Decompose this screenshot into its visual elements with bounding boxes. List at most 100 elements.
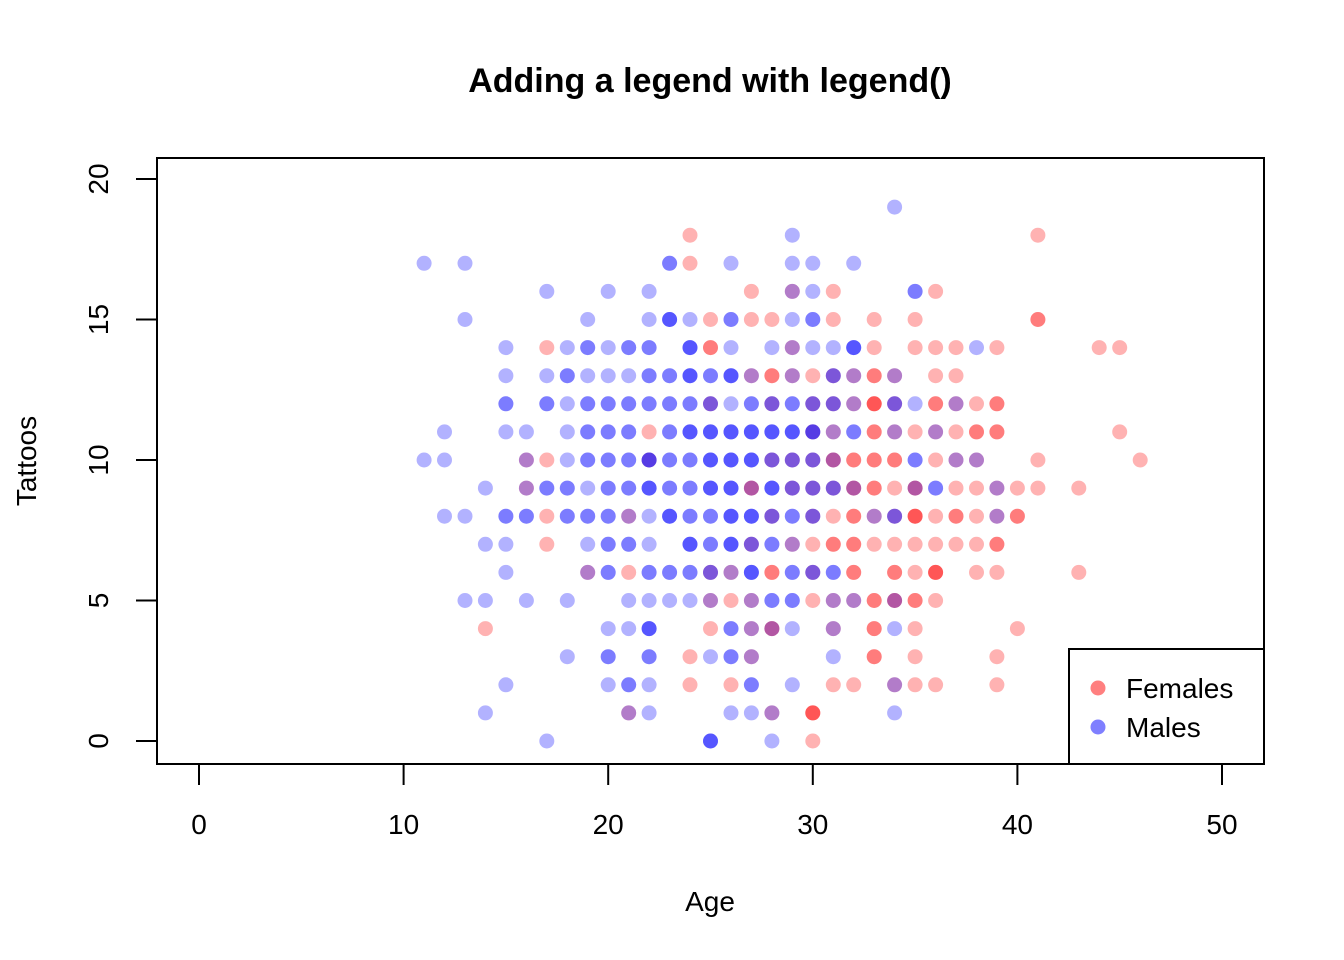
point-females: [825, 368, 841, 384]
point-females: [1030, 227, 1046, 243]
point-males: [805, 396, 821, 412]
point-males: [743, 536, 759, 552]
point-males: [743, 396, 759, 412]
point-females: [703, 340, 718, 356]
point-males: [682, 312, 698, 327]
point-males: [723, 368, 739, 384]
point-males: [989, 480, 1005, 496]
point-females: [825, 677, 841, 693]
point-males: [437, 508, 452, 524]
point-males: [457, 312, 473, 327]
point-males: [764, 508, 780, 524]
point-females: [764, 705, 780, 721]
point-males: [641, 283, 657, 299]
point-males: [580, 480, 596, 496]
point-males: [621, 396, 637, 412]
point-males: [764, 452, 780, 468]
point-males: [784, 283, 800, 299]
point-females: [703, 564, 718, 580]
point-males: [621, 705, 637, 721]
point-males: [723, 480, 739, 496]
point-males: [662, 508, 678, 524]
point-males: [743, 705, 759, 721]
point-males: [641, 340, 657, 356]
point-females: [703, 621, 718, 637]
point-males: [805, 480, 821, 496]
point-males: [846, 593, 862, 608]
point-males: [784, 396, 800, 412]
point-males: [703, 424, 718, 440]
point-males: [784, 424, 800, 440]
y-tick-label: 0: [83, 733, 114, 749]
point-females: [887, 593, 903, 608]
point-females: [887, 424, 903, 440]
point-males: [764, 480, 780, 496]
point-females: [825, 536, 841, 552]
point-males: [621, 340, 637, 356]
point-males: [580, 340, 596, 356]
point-females: [805, 705, 821, 721]
point-males: [621, 396, 637, 412]
point-females: [805, 593, 821, 608]
point-males: [662, 452, 678, 468]
point-females: [866, 649, 882, 665]
legend-label-males: Males: [1126, 712, 1201, 743]
point-males: [580, 424, 596, 440]
point-males: [662, 396, 678, 412]
x-tick-label: 50: [1206, 809, 1237, 840]
point-males: [621, 480, 637, 496]
point-males: [641, 452, 657, 468]
point-males: [805, 564, 821, 580]
point-males: [559, 508, 575, 524]
point-males: [559, 396, 575, 412]
point-males: [641, 508, 657, 524]
point-males: [703, 396, 718, 412]
point-females: [764, 368, 780, 384]
point-males: [948, 452, 964, 468]
point-males: [600, 340, 616, 356]
point-males: [498, 564, 514, 580]
point-females: [825, 396, 841, 412]
point-females: [887, 593, 903, 608]
point-males: [969, 452, 984, 468]
point-males: [948, 396, 964, 412]
point-females: [703, 312, 718, 327]
point-males: [784, 424, 800, 440]
point-females: [764, 564, 780, 580]
point-males: [723, 452, 739, 468]
point-females: [907, 508, 923, 524]
point-males: [559, 424, 575, 440]
point-females: [1112, 424, 1128, 440]
point-males: [723, 312, 739, 327]
point-females: [928, 508, 944, 524]
point-males: [662, 564, 678, 580]
point-males: [662, 312, 678, 327]
point-males: [723, 649, 739, 665]
point-males: [703, 368, 718, 384]
point-females: [969, 480, 984, 496]
point-females: [948, 536, 964, 552]
point-males: [539, 480, 555, 496]
point-males: [682, 340, 698, 356]
point-males: [907, 452, 923, 468]
point-males: [743, 424, 759, 440]
point-females: [887, 480, 903, 496]
point-males: [887, 621, 903, 637]
point-females: [989, 564, 1005, 580]
point-females: [477, 621, 493, 637]
point-females: [969, 424, 984, 440]
point-males: [784, 396, 800, 412]
point-males: [743, 480, 759, 496]
point-males: [907, 283, 923, 299]
point-males: [641, 536, 657, 552]
point-females: [866, 593, 882, 608]
point-males: [662, 424, 678, 440]
point-males: [641, 621, 657, 637]
point-males: [662, 368, 678, 384]
point-males: [887, 705, 903, 721]
point-males: [928, 424, 944, 440]
point-females: [969, 536, 984, 552]
point-females: [764, 564, 780, 580]
point-males: [662, 508, 678, 524]
point-males: [621, 368, 637, 384]
